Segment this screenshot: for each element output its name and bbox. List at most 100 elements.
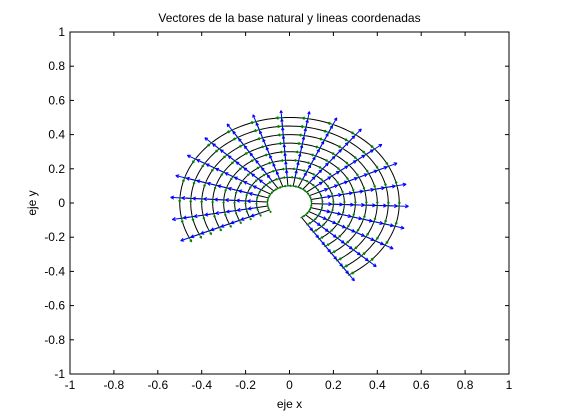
radial-vector (214, 197, 224, 202)
tangential-vector (235, 189, 238, 195)
radial-vector (181, 195, 191, 201)
plot-area (70, 32, 509, 374)
radial-vector (374, 143, 383, 150)
tangential-vector (341, 264, 349, 269)
y-tick-label: -0.8 (44, 333, 65, 347)
radial-vector (332, 193, 342, 198)
radial-vector (361, 255, 369, 262)
tangential-vector (192, 178, 197, 185)
radial-vector (377, 203, 387, 208)
radial-vector (344, 202, 354, 207)
radial-vector (313, 231, 319, 239)
tangential-vector (329, 250, 337, 255)
radial-vector (337, 223, 346, 229)
tangential-vector (355, 228, 360, 234)
tangential-vector (230, 159, 237, 165)
radial-vector (323, 133, 329, 141)
radial-vector (314, 181, 323, 188)
radial-vector (309, 176, 316, 183)
radial-vector (284, 161, 288, 169)
tangential-vector (224, 186, 228, 192)
tangential-vector (239, 179, 244, 185)
radial-vector (305, 119, 309, 128)
radial-vector (196, 179, 206, 184)
radial-vector (240, 216, 250, 221)
tangential-vector (249, 120, 258, 125)
y-tick-label: -1 (54, 367, 65, 381)
tangential-vector (260, 145, 268, 149)
radial-vector (204, 212, 214, 217)
x-tick-label: 0.2 (325, 378, 342, 392)
tangential-vector (254, 177, 260, 182)
radial-vector (328, 184, 338, 189)
radial-vector (315, 148, 320, 157)
radial-vector (298, 153, 302, 161)
tangential-vector (211, 198, 214, 204)
tangential-vector (320, 223, 325, 228)
radial-vector (259, 179, 267, 186)
y-tick-label: 1 (58, 25, 65, 39)
tangential-vector (268, 208, 272, 214)
tangential-vector (294, 185, 300, 189)
radial-vector (333, 202, 343, 207)
tangential-vector (277, 133, 285, 137)
radial-vector (192, 196, 202, 201)
radial-vector (227, 155, 236, 162)
radial-vector (358, 173, 368, 178)
radial-vector (369, 261, 377, 268)
radial-vector (186, 154, 196, 160)
tangential-vector (222, 153, 229, 159)
radial-vector (249, 152, 256, 160)
tangential-vector (274, 187, 280, 191)
radial-vector (238, 138, 244, 146)
radial-vector (204, 137, 212, 144)
radial-vector (364, 187, 375, 192)
tangential-vector (210, 166, 216, 172)
tangential-vector (309, 204, 313, 209)
radial-vector (321, 194, 332, 199)
radial-vector (378, 165, 388, 171)
tangential-vector (332, 200, 335, 206)
x-tick-label: -0.8 (104, 378, 125, 392)
radial-vector (235, 161, 243, 168)
tangential-vector (306, 222, 312, 226)
radial-vector (348, 176, 358, 182)
tangential-vector (255, 200, 258, 205)
radial-vector (206, 181, 217, 186)
tangential-vector (318, 236, 324, 240)
radial-vector (255, 122, 260, 130)
radial-vector (283, 152, 287, 161)
radial-vector (328, 125, 333, 133)
radial-vector (317, 215, 327, 220)
radial-vector (250, 212, 260, 218)
tangential-vector (330, 208, 334, 214)
tangential-vector (307, 192, 311, 197)
radial-vector (215, 167, 224, 173)
radial-vector (357, 154, 366, 161)
tangential-vector (280, 159, 287, 163)
radial-vector (193, 214, 204, 219)
y-tick-label: -0.2 (44, 230, 65, 244)
tangential-vector (232, 136, 240, 141)
radial-vector (296, 161, 300, 170)
tangential-vector (256, 194, 259, 199)
tangential-vector (244, 150, 251, 155)
tangential-vector (262, 183, 268, 188)
radial-vector (251, 173, 259, 180)
radial-vector (319, 187, 329, 193)
tangential-vector (201, 161, 207, 168)
radial-vector (375, 186, 385, 191)
tangential-vector (317, 212, 321, 217)
radial-vector (355, 202, 365, 208)
tangential-vector (267, 205, 270, 210)
radial-vector (262, 138, 267, 147)
tangential-vector (182, 176, 186, 183)
radial-vector (217, 184, 227, 189)
radial-vector (363, 218, 373, 223)
tangential-vector (336, 220, 341, 226)
radial-vector (388, 203, 398, 209)
radial-vector (238, 189, 248, 194)
tangential-vector (326, 216, 331, 222)
tangential-vector (383, 219, 387, 226)
radial-vector (384, 223, 394, 228)
